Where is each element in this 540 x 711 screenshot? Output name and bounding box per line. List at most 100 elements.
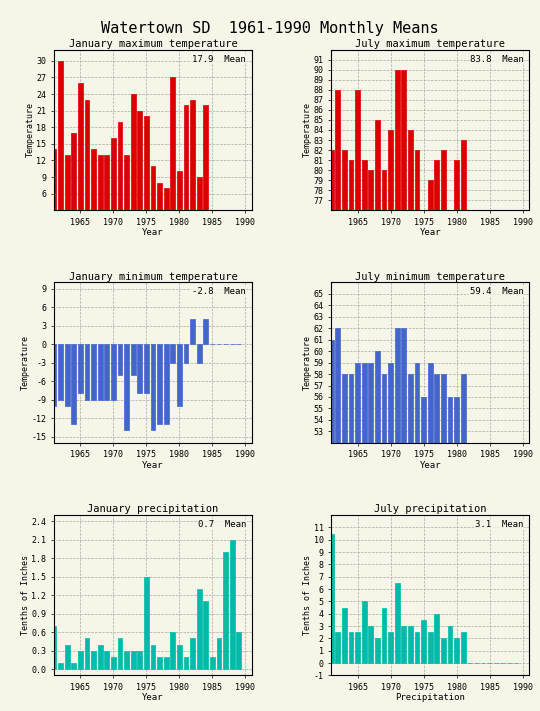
Bar [408, 130, 413, 711]
Bar [335, 328, 340, 711]
Bar [98, 344, 103, 400]
Bar [52, 344, 56, 406]
Bar [58, 663, 63, 669]
Bar [335, 632, 340, 663]
Bar [118, 638, 123, 669]
Bar [342, 150, 347, 711]
Bar [111, 657, 116, 669]
Bar [237, 632, 241, 669]
Bar [138, 344, 142, 393]
Bar [85, 638, 89, 669]
X-axis label: Precipitation: Precipitation [395, 693, 465, 702]
Bar [368, 363, 373, 711]
Bar [177, 645, 182, 669]
Text: 17.9  Mean: 17.9 Mean [192, 55, 246, 63]
Bar [157, 183, 162, 227]
Bar [441, 374, 445, 711]
X-axis label: Year: Year [142, 693, 164, 702]
Y-axis label: Temperature: Temperature [26, 102, 35, 157]
Bar [91, 344, 96, 400]
Bar [105, 344, 109, 400]
Bar [362, 363, 367, 711]
Bar [78, 83, 83, 227]
Bar [448, 626, 453, 663]
Bar [197, 344, 201, 363]
Bar [52, 149, 56, 227]
Y-axis label: Tenths of Inches: Tenths of Inches [303, 555, 312, 635]
Bar [91, 651, 96, 669]
Bar [342, 374, 347, 711]
Bar [190, 319, 195, 344]
Bar [461, 374, 465, 711]
Bar [388, 632, 393, 663]
Title: January precipitation: January precipitation [87, 504, 219, 514]
Bar [184, 657, 188, 669]
Bar [190, 100, 195, 227]
Title: July maximum temperature: July maximum temperature [355, 39, 505, 49]
Bar [435, 374, 439, 711]
Bar [355, 632, 360, 663]
Bar [151, 645, 156, 669]
Bar [435, 160, 439, 711]
Bar [415, 632, 420, 663]
Bar [388, 130, 393, 711]
Bar [184, 105, 188, 227]
Bar [65, 155, 70, 227]
Bar [111, 138, 116, 227]
Bar [428, 632, 433, 663]
Bar [329, 340, 334, 711]
Bar [118, 344, 123, 375]
Bar [85, 344, 89, 400]
Bar [454, 638, 459, 663]
Bar [368, 170, 373, 711]
Title: July precipitation: July precipitation [374, 504, 487, 514]
Bar [395, 70, 400, 711]
Y-axis label: Tenths of Inches: Tenths of Inches [21, 555, 30, 635]
Bar [151, 166, 156, 227]
Text: 3.1  Mean: 3.1 Mean [475, 520, 523, 529]
Bar [335, 90, 340, 711]
Text: 59.4  Mean: 59.4 Mean [469, 287, 523, 296]
Bar [388, 363, 393, 711]
Bar [230, 540, 234, 669]
Y-axis label: Temperature: Temperature [21, 335, 30, 390]
Bar [171, 344, 175, 363]
Bar [98, 155, 103, 227]
Bar [71, 133, 76, 227]
Bar [78, 344, 83, 393]
Bar [157, 344, 162, 424]
Bar [349, 160, 353, 711]
Bar [124, 651, 129, 669]
Bar [204, 319, 208, 344]
Bar [454, 160, 459, 711]
Bar [105, 651, 109, 669]
Bar [375, 351, 380, 711]
Bar [435, 614, 439, 663]
Bar [342, 608, 347, 663]
Bar [144, 577, 148, 669]
X-axis label: Year: Year [420, 228, 441, 237]
Bar [349, 374, 353, 711]
Title: July minimum temperature: July minimum temperature [355, 272, 505, 282]
Bar [441, 150, 445, 711]
Bar [448, 397, 453, 711]
Text: -2.8  Mean: -2.8 Mean [192, 287, 246, 296]
Bar [197, 589, 201, 669]
Bar [362, 602, 367, 663]
Bar [144, 116, 148, 227]
Bar [118, 122, 123, 227]
Bar [91, 149, 96, 227]
Bar [402, 328, 406, 711]
Bar [402, 70, 406, 711]
Bar [71, 663, 76, 669]
Bar [355, 90, 360, 711]
Bar [428, 363, 433, 711]
Bar [329, 533, 334, 663]
Bar [355, 363, 360, 711]
Bar [210, 657, 215, 669]
Bar [138, 651, 142, 669]
Text: 0.7  Mean: 0.7 Mean [198, 520, 246, 529]
Bar [171, 632, 175, 669]
Bar [329, 150, 334, 711]
Bar [131, 651, 136, 669]
